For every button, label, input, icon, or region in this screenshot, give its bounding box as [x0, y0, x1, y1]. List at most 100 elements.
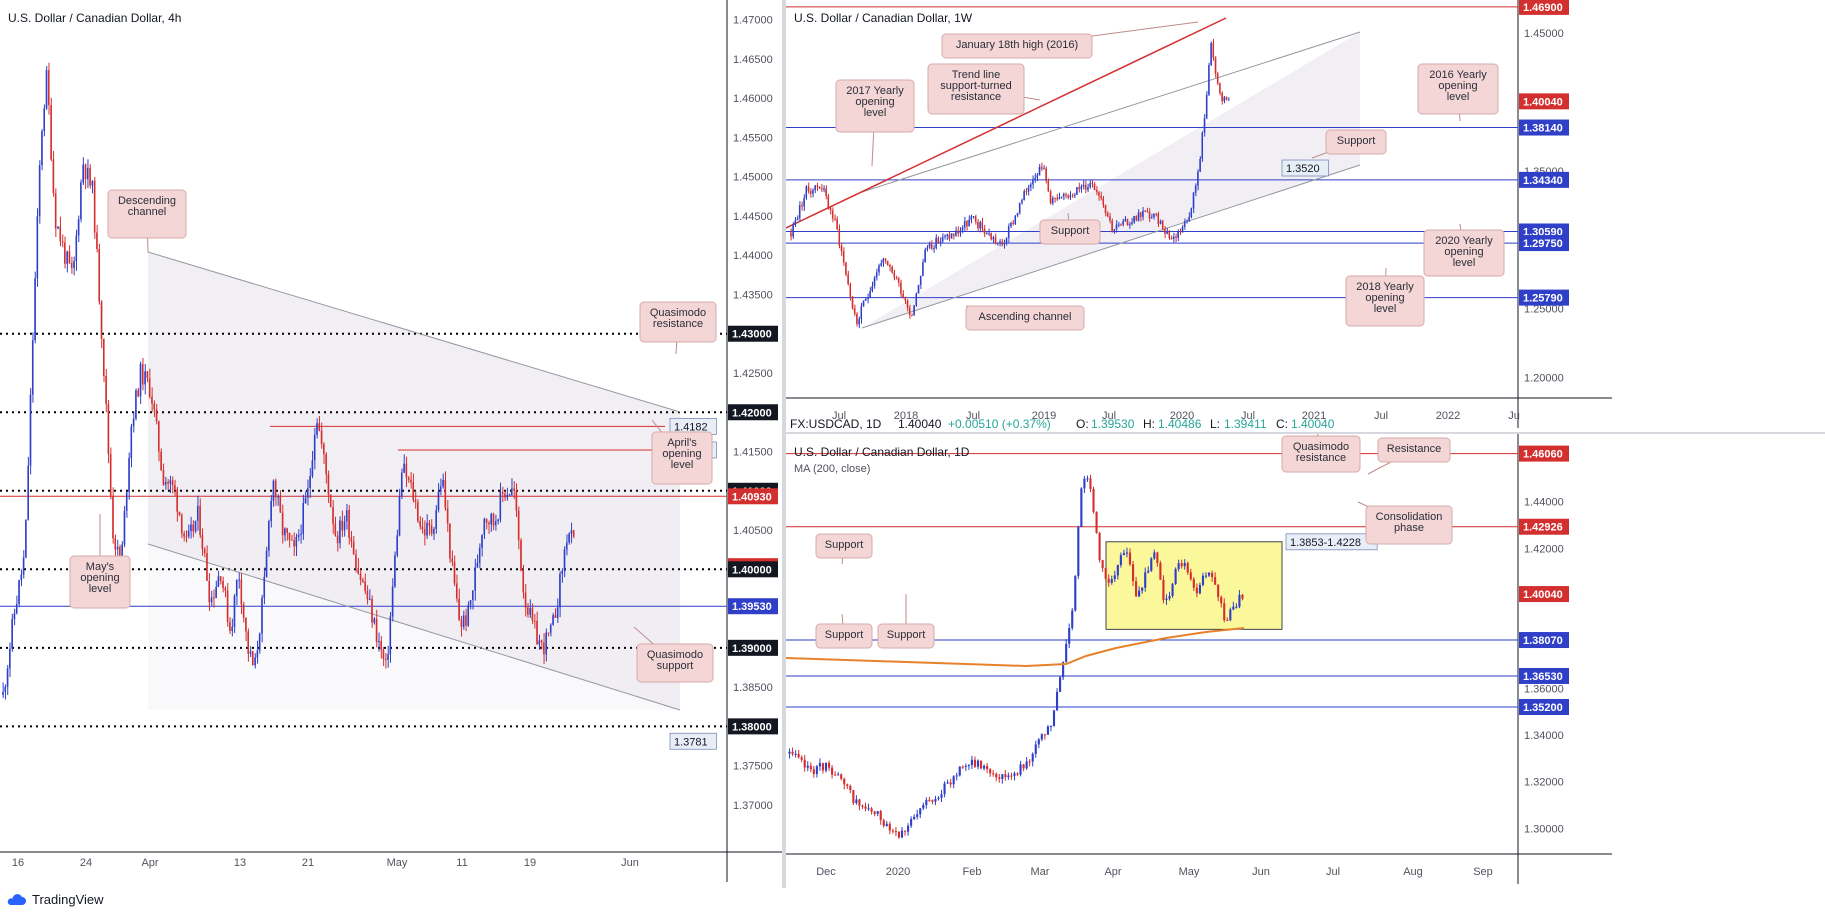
candle-body [1144, 572, 1147, 588]
candle-body [1047, 180, 1050, 192]
candle-body [423, 528, 426, 536]
footer: TradingView [0, 888, 1825, 912]
candle-body [944, 235, 946, 237]
candle-body [849, 284, 852, 297]
chart-1d-panel[interactable]: 1.3853-1.42281.460001.440001.420001.4000… [785, 423, 1825, 888]
candle-body [925, 799, 928, 805]
candle-body [941, 236, 944, 242]
chart-1w[interactable]: 1.35201.450001.400001.350001.300001.2500… [785, 0, 1825, 432]
candle-body [389, 616, 392, 655]
candle-body [1144, 210, 1146, 212]
candle-body [1014, 215, 1017, 225]
candle-body [1205, 94, 1208, 118]
candle-body [1168, 231, 1171, 239]
candle-body [842, 251, 845, 263]
annotation-box [1039, 219, 1101, 245]
candle-body [563, 549, 566, 572]
candle-body [355, 554, 357, 569]
candle-body [1139, 212, 1142, 217]
price-tag-bg [1519, 586, 1569, 603]
candle-body [15, 603, 18, 614]
chart-1w-panel[interactable]: 1.35201.450001.400001.350001.300001.2500… [785, 0, 1825, 432]
candle-body [513, 488, 515, 491]
candle-body [1137, 212, 1140, 221]
candle-body [497, 519, 499, 522]
candle-body [992, 773, 995, 775]
y-tick-label: 1.37000 [733, 800, 773, 812]
y-tick-label: 1.47000 [733, 15, 773, 27]
candle-body [1065, 193, 1067, 196]
annotation-box [1377, 437, 1451, 463]
annotation-text: level [864, 107, 887, 119]
candle-body [870, 808, 873, 812]
candle-body [1153, 552, 1156, 559]
chart-4h-panel[interactable]: 1.41821.41521.37811.470001.465001.460001… [0, 0, 821, 888]
annotation-text: level [1447, 91, 1470, 103]
chart-1d[interactable]: 1.3853-1.42281.460001.440001.420001.4000… [785, 423, 1825, 888]
candle-body [458, 598, 460, 620]
annotation-text: level [1374, 303, 1397, 315]
candle-body [1069, 195, 1072, 198]
candle-body [240, 579, 243, 605]
candle-body [100, 301, 103, 340]
candle-body [439, 486, 442, 492]
candle-body [1115, 224, 1118, 230]
candle-body [368, 598, 371, 600]
tradingview-logo[interactable]: TradingView [6, 892, 104, 907]
candle-body [449, 523, 451, 559]
candle-body [796, 218, 799, 221]
candle-body [820, 188, 823, 190]
y-tick-label: 1.44500 [733, 211, 773, 223]
candle-body [1007, 226, 1010, 239]
candle-body [428, 523, 431, 526]
candle-body [1159, 562, 1162, 580]
candle-body [911, 315, 913, 317]
candle-body [327, 474, 330, 495]
horizontal-divider [786, 432, 1825, 434]
candle-body [1183, 563, 1186, 567]
annotation-box [1423, 229, 1505, 277]
ohlc-value: H: [1143, 417, 1155, 431]
x-tick-label: Jul [1241, 410, 1255, 422]
candle-body [57, 226, 59, 229]
candle-body [990, 233, 992, 240]
candle-body [31, 340, 34, 395]
candle-body [11, 619, 13, 649]
price-tag-label: 1.38000 [732, 721, 772, 733]
candle-body [823, 188, 825, 190]
candle-body [816, 185, 819, 187]
candle-body [933, 247, 935, 249]
price-box: 1.4182 [669, 417, 717, 435]
candle-body [153, 403, 156, 410]
candle-body [1083, 478, 1086, 489]
ohlc-value: 1.40040 [1291, 417, 1335, 431]
candle-body [320, 430, 323, 444]
price-box-label: 1.3520 [1286, 163, 1320, 175]
candle-body [1107, 578, 1110, 583]
annotation-text: Support [1337, 135, 1376, 147]
candle-body [206, 553, 208, 581]
chart-4h[interactable]: 1.41821.41521.37811.470001.465001.460001… [0, 0, 821, 888]
candle-body [910, 818, 913, 826]
candle-body [864, 299, 867, 301]
candle-body [919, 275, 922, 285]
candle-body [1226, 620, 1229, 622]
candle-body [967, 765, 970, 767]
candle-body [1133, 215, 1135, 223]
candle-body [1235, 606, 1238, 608]
annotation-text: 2017 Yearly [846, 85, 904, 97]
candle-body [481, 534, 483, 548]
annotation-callout: Support [815, 613, 873, 649]
x-tick-label: Mar [1031, 866, 1050, 878]
annotation-text: support-turned [940, 80, 1012, 92]
candle-body [1004, 774, 1007, 778]
annotation-box [877, 623, 935, 649]
candle-body [185, 536, 188, 538]
candle-body [231, 626, 233, 631]
candle-body [1023, 191, 1025, 201]
candle-body [1155, 213, 1157, 215]
candle-body [366, 591, 369, 600]
chart-title: U.S. Dollar / Canadian Dollar, 4h [8, 11, 181, 25]
candle-body [831, 767, 834, 775]
